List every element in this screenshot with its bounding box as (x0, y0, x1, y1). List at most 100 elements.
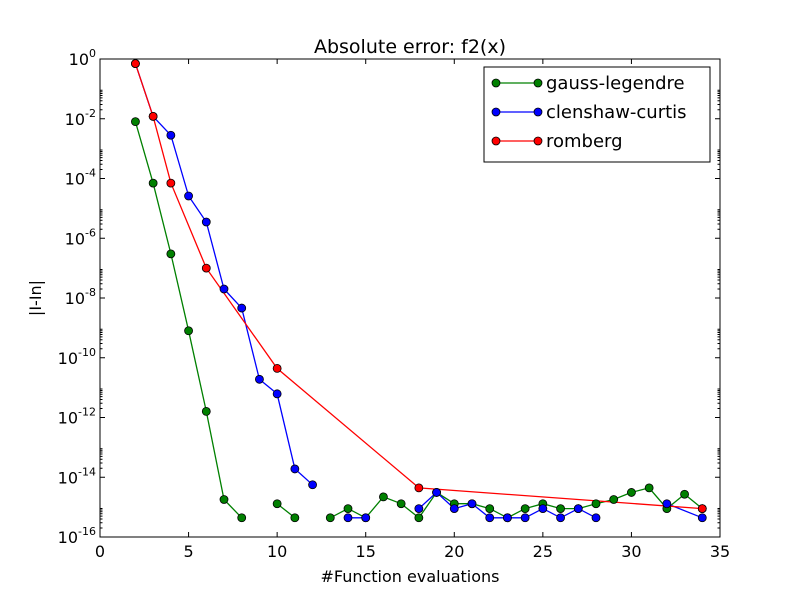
y-tick-exponent: 0 (89, 47, 96, 60)
data-point-gauss-legendre (520, 504, 530, 514)
data-point-gauss-legendre (219, 495, 229, 504)
legend-label-romberg: romberg (546, 131, 623, 152)
data-point-gauss-legendre (325, 513, 335, 523)
data-point-gauss-legendre (201, 407, 211, 416)
data-point-clenshaw-curtis (255, 374, 264, 384)
y-tick-label: 10-4 (65, 167, 96, 189)
y-tick-exponent: -4 (85, 167, 96, 180)
data-point-clenshaw-curtis (556, 513, 565, 523)
data-point-gauss-legendre (414, 513, 424, 523)
y-tick-label: 10-12 (58, 406, 96, 428)
data-point-clenshaw-curtis (166, 130, 176, 140)
y-tick-base: 10 (58, 528, 78, 547)
y-tick-label: 10-16 (58, 525, 96, 547)
data-point-clenshaw-curtis (308, 480, 317, 490)
legend-marker-gauss-legendre (533, 78, 543, 88)
data-point-clenshaw-curtis (662, 499, 672, 509)
legend-marker-romberg (491, 136, 501, 146)
x-axis: 0 5 10 15 20 25 30 35 (95, 59, 730, 561)
y-tick-exponent: -12 (78, 406, 96, 419)
data-point-gauss-legendre (680, 489, 689, 499)
data-point-gauss-legendre (627, 488, 636, 497)
data-point-clenshaw-curtis (503, 513, 512, 523)
legend: gauss-legendre clenshaw-curtis romberg (483, 66, 711, 163)
data-point-romberg (272, 364, 282, 373)
plot-markers (131, 59, 707, 523)
legend-marker-gauss-legendre (491, 78, 501, 88)
y-tick-label: 10-8 (65, 286, 96, 308)
legend-label-clenshaw-curtis: clenshaw-curtis (546, 102, 687, 123)
data-point-romberg (166, 178, 176, 188)
data-point-clenshaw-curtis (361, 513, 371, 523)
data-point-clenshaw-curtis (219, 284, 229, 294)
chart-title: Absolute error: f2(x) (314, 36, 506, 58)
y-tick-base: 10 (65, 170, 85, 189)
data-point-clenshaw-curtis (237, 303, 247, 313)
y-tick-exponent: -6 (85, 226, 96, 239)
x-tick-label: 15 (356, 542, 376, 561)
y-tick-exponent: -2 (85, 107, 96, 120)
data-point-gauss-legendre (591, 499, 601, 509)
data-point-romberg (697, 504, 707, 514)
data-point-gauss-legendre (148, 178, 158, 188)
legend-label-gauss-legendre: gauss-legendre (546, 73, 685, 94)
data-point-gauss-legendre (237, 513, 247, 523)
y-tick-base: 10 (58, 468, 78, 487)
data-point-gauss-legendre (166, 249, 176, 259)
data-point-clenshaw-curtis (697, 513, 707, 523)
data-point-clenshaw-curtis (201, 217, 211, 227)
data-point-romberg (131, 59, 140, 69)
data-point-gauss-legendre (609, 495, 619, 504)
x-tick-label: 25 (533, 542, 553, 561)
x-tick-label: 35 (710, 542, 730, 561)
legend-marker-clenshaw-curtis (491, 107, 501, 117)
data-point-clenshaw-curtis (520, 513, 530, 523)
data-point-gauss-legendre (556, 504, 565, 514)
y-tick-label: 10-6 (65, 226, 96, 248)
y-tick-exponent: -14 (78, 465, 96, 478)
data-point-clenshaw-curtis (573, 504, 583, 514)
data-point-gauss-legendre (131, 117, 140, 127)
data-point-clenshaw-curtis (414, 504, 424, 514)
data-point-clenshaw-curtis (467, 499, 477, 509)
data-point-gauss-legendre (184, 326, 193, 336)
x-tick-label: 5 (183, 542, 193, 561)
data-point-clenshaw-curtis (272, 389, 282, 399)
x-tick-label: 0 (95, 542, 105, 561)
legend-marker-clenshaw-curtis (533, 107, 543, 117)
y-tick-base: 10 (65, 229, 85, 248)
data-point-gauss-legendre (272, 499, 282, 509)
x-tick-label: 10 (267, 542, 287, 561)
data-point-romberg (414, 483, 424, 493)
data-point-clenshaw-curtis (449, 504, 459, 514)
data-point-clenshaw-curtis (591, 513, 601, 523)
x-tick-label: 20 (444, 542, 464, 561)
data-point-clenshaw-curtis (485, 513, 495, 523)
y-tick-label: 10-2 (65, 107, 96, 129)
y-tick-label: 10-14 (58, 465, 96, 487)
y-tick-base: 10 (58, 409, 78, 428)
y-tick-exponent: -8 (85, 286, 96, 299)
y-tick-base: 10 (69, 50, 89, 69)
data-point-gauss-legendre (290, 513, 300, 523)
y-tick-base: 10 (65, 289, 85, 308)
y-tick-base: 10 (58, 349, 78, 368)
data-point-gauss-legendre (343, 504, 353, 514)
data-point-romberg (148, 111, 158, 121)
x-tick-label: 30 (621, 542, 641, 561)
y-tick-exponent: -10 (78, 346, 96, 359)
y-tick-exponent: -16 (78, 525, 96, 538)
data-point-gauss-legendre (396, 499, 406, 509)
data-point-gauss-legendre (485, 504, 495, 514)
data-point-clenshaw-curtis (290, 464, 300, 474)
series-line-gauss-legendre (330, 487, 703, 519)
legend-marker-romberg (533, 136, 543, 146)
x-axis-title: #Function evaluations (320, 567, 499, 586)
y-tick-label: 10-10 (58, 346, 96, 368)
y-axis-title: |I-In| (26, 280, 45, 316)
data-point-gauss-legendre (644, 483, 654, 493)
series-line-clenshaw-curtis (134, 63, 314, 486)
data-point-clenshaw-curtis (184, 191, 193, 201)
